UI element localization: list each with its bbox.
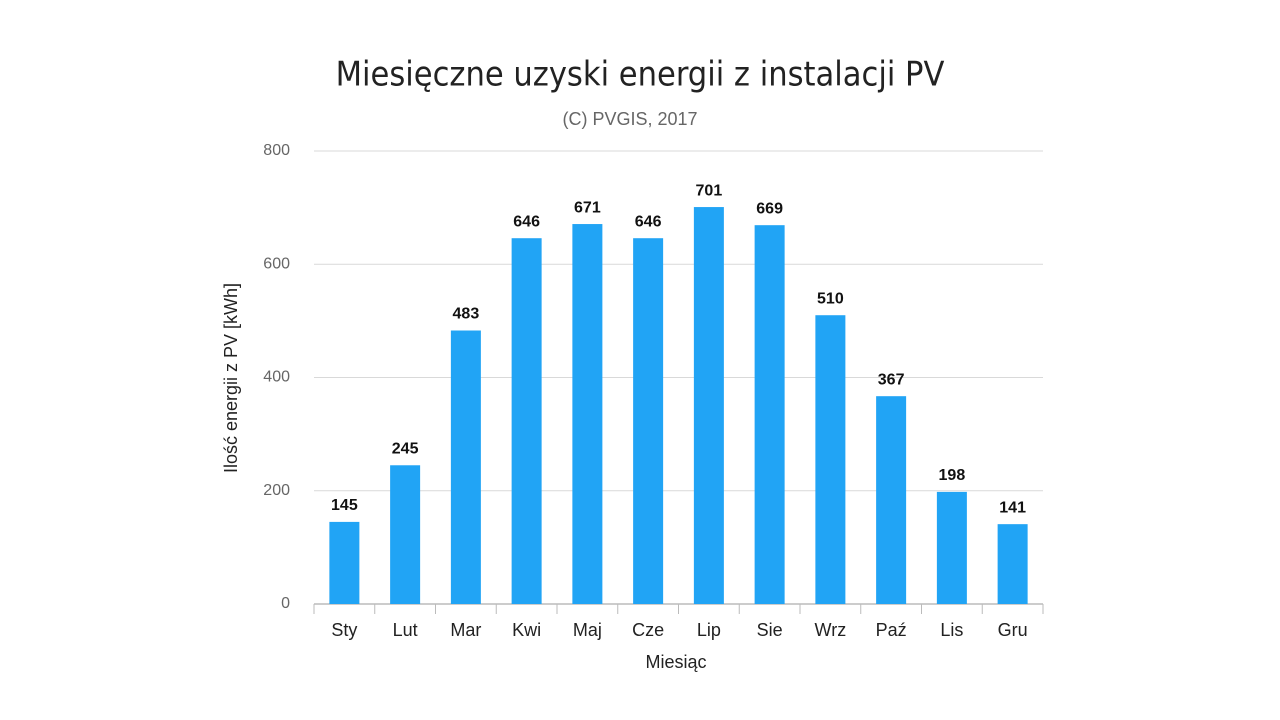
bar [572, 224, 603, 604]
value-label: 701 [696, 182, 723, 199]
y-tick-label: 400 [263, 369, 290, 386]
x-tick-label: Maj [573, 620, 602, 640]
bar [936, 491, 967, 604]
x-tick-label: Kwi [512, 620, 541, 640]
bar [754, 225, 785, 604]
x-tick-label: Sie [757, 620, 783, 640]
bar [390, 465, 421, 604]
value-label: 141 [999, 499, 1026, 516]
value-label: 245 [392, 440, 419, 457]
value-label: 367 [878, 371, 905, 388]
x-tick-label: Sty [331, 620, 357, 640]
x-tick-label: Lut [393, 620, 418, 640]
value-label: 671 [574, 199, 601, 216]
x-tick-label: Paź [876, 620, 907, 640]
bar [876, 396, 907, 604]
x-axis-label: Miesiąc [645, 652, 706, 672]
x-tick-label: Mar [450, 620, 481, 640]
bar [815, 315, 846, 604]
chart-subtitle: (C) PVGIS, 2017 [562, 109, 697, 129]
x-tick-label: Lis [940, 620, 963, 640]
bar [693, 207, 724, 604]
value-label: 646 [513, 213, 540, 230]
bar [633, 238, 664, 604]
y-tick-label: 0 [281, 595, 290, 612]
y-axis-label: Ilość energii z PV [kWh] [221, 283, 241, 473]
value-label: 510 [817, 290, 844, 307]
value-label: 483 [453, 306, 480, 323]
y-tick-label: 600 [263, 255, 290, 272]
y-tick-label: 800 [263, 142, 290, 159]
bar [450, 330, 481, 604]
y-tick-label: 200 [263, 482, 290, 499]
value-label: 669 [756, 200, 783, 217]
value-label: 145 [331, 497, 358, 514]
x-tick-label: Lip [697, 620, 721, 640]
chart-title: Miesięczne uzyski energii z instalacji P… [336, 55, 945, 95]
bar [329, 521, 360, 604]
x-tick-label: Wrz [815, 620, 847, 640]
bar [511, 238, 542, 604]
value-label: 198 [939, 467, 966, 484]
x-tick-label: Gru [998, 620, 1028, 640]
x-tick-label: Cze [632, 620, 664, 640]
bar [997, 524, 1028, 604]
value-label: 646 [635, 213, 662, 230]
